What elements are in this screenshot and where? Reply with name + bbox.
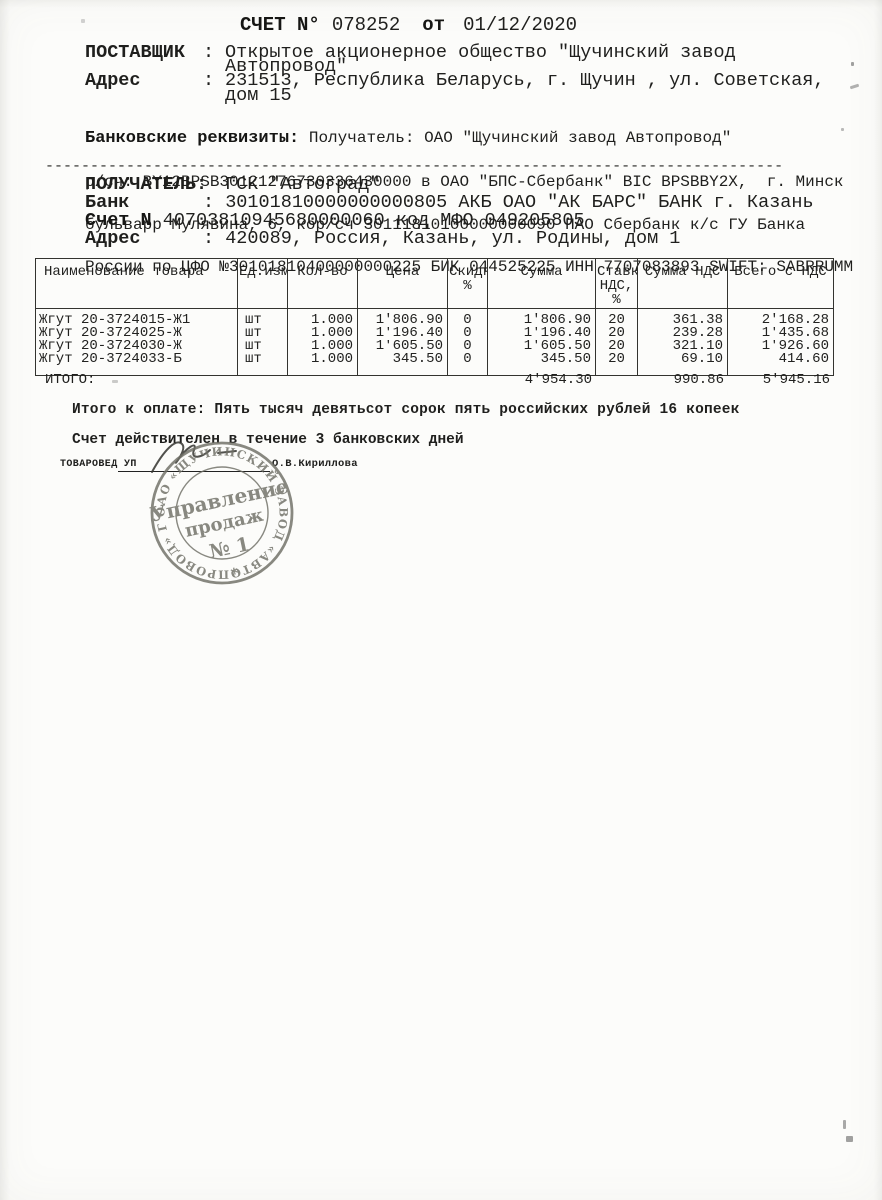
signature-line — [118, 471, 270, 472]
supplier-address-line2: дом 15 — [225, 84, 292, 106]
dashed-separator: ----------------------------------------… — [45, 158, 784, 175]
table-row: Жгут 20-3724033-Б шт 1.000 345.50 0 345.50 20 6… — [35, 353, 834, 376]
bank-line2: р/сч: BY12BPSB30121276730336430000 в ОАО… — [85, 173, 844, 192]
totals-label: ИТОГО: — [45, 372, 96, 388]
paper-speck — [841, 128, 844, 131]
bank-requisites-label: Банковские реквизиты: — [85, 129, 300, 149]
stamp-outer-ring — [150, 441, 294, 585]
amount-in-words: Итого к оплате: Пять тысяч девятьсот сор… — [72, 402, 740, 418]
invoice-of-label: от — [422, 14, 446, 36]
stamp-bottom-star: * — [229, 564, 241, 583]
col-header-vat-sum: Сумма НДС — [637, 258, 728, 309]
recipient-section: ПОЛУЧАТЕЛЬ: ГСК "Автоград" Банк : 301018… — [85, 174, 814, 249]
supplier-address-label: Адрес — [85, 70, 141, 92]
invoice-title: СЧЕТ N° 078252 от 01/12/2020 — [240, 14, 577, 36]
table-row: Жгут 20-3724015-Ж1 шт 1.000 1'806.90 0 1'806.… — [35, 308, 834, 327]
signer-role: ТОВАРОВЕД УП — [60, 459, 137, 470]
signer-name: О.В.Кириллова — [272, 458, 358, 470]
col-header-discount: Скидка% — [447, 258, 488, 309]
paper-speck — [851, 62, 854, 66]
paper-speck — [849, 83, 860, 90]
totals-total: 5'945.16 — [762, 372, 830, 388]
invoice-date: 01/12/2020 — [463, 14, 578, 36]
recipient-bank-label: Банк — [85, 192, 130, 213]
col-header-unit: Ед.изм. — [237, 258, 288, 309]
company-stamp: ОАО «ЩУЧИНСКИЙ ЗАВОД «АВТОПРОВОД» Г.ЩУЧИ… — [121, 412, 303, 599]
recipient-account-value: 40703810945680000060 код МФО 049205805 — [151, 210, 585, 231]
recipient-account-label: Счет N — [85, 210, 152, 231]
col-header-sum: Сумма — [487, 258, 596, 309]
supplier-label: ПОСТАВЩИК — [85, 42, 185, 63]
supplier-name-line2: Автопровод" — [225, 56, 348, 78]
col-header-price: Цена — [357, 258, 448, 309]
bank-line1: Получатель: ОАО "Щучинский завод Автопро… — [299, 129, 732, 148]
recipient-bank-value: : 30101810000000000805 АКБ ОАО "АК БАРС"… — [203, 192, 814, 213]
validity-note: Счет действителен в течение 3 банковских… — [72, 432, 464, 448]
col-header-qty: Кол-во — [287, 258, 358, 309]
paper-speck — [846, 1136, 853, 1142]
supplier-name-line1: Открытое акционерное общество "Щучинский… — [225, 42, 736, 63]
recipient-name: ГСК "Автоград" — [225, 174, 381, 195]
recipient-label: ПОЛУЧАТЕЛЬ: — [85, 174, 208, 195]
table-row: Жгут 20-3724030-Ж шт 1.000 1'605.50 0 1'605.5… — [35, 340, 834, 353]
totals-vat-sum: 990.86 — [673, 372, 724, 388]
bank-line3: бульварр Мулявина, 6, кор/сч 30111810100… — [85, 215, 806, 234]
supplier-bank-details: Банковские реквизиты: Получатель: ОАО "Щ… — [85, 103, 853, 303]
table-header-row: Наименование товара Ед.изм. Кол-во Цена … — [35, 258, 834, 309]
supplier-address-line1: 231513, Республика Беларусь, г. Щучин , … — [225, 70, 825, 92]
stamp-inner-ring — [175, 466, 269, 560]
recipient-address-value: : 420089, Россия, Казань, ул. Родины, до… — [203, 228, 681, 249]
recipient-address-label: Адрес — [85, 228, 141, 249]
col-header-name: Наименование товара — [35, 258, 238, 309]
paper-speck — [112, 380, 118, 383]
invoice-number: 078252 — [331, 14, 401, 36]
paper-speck — [843, 1120, 846, 1129]
table-row: Жгут 20-3724025-Ж шт 1.000 1'196.40 0 1'196.4… — [35, 327, 834, 340]
invoice-title-label: СЧЕТ N° — [240, 14, 320, 36]
col-header-vat-rate: СтавкаНДС, % — [595, 258, 638, 309]
totals-sum: 4'954.30 — [524, 372, 592, 388]
supplier-section: ПОСТАВЩИК : Открытое акционерное обществ… — [85, 42, 825, 106]
col-header-total: Всего с НДС — [727, 258, 834, 309]
stamp-center-line3: № 1 — [207, 533, 251, 563]
paper-speck — [81, 19, 85, 23]
items-table: Наименование товара Ед.изм. Кол-во Цена … — [35, 258, 834, 376]
